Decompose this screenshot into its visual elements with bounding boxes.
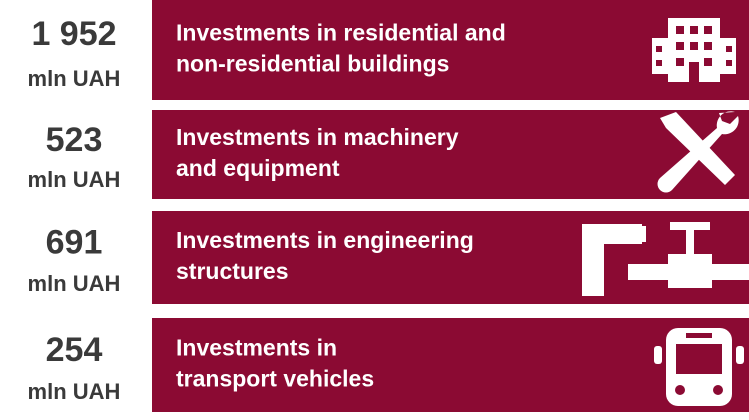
item-label: Investments in engineering bbox=[176, 227, 474, 253]
item-label: and equipment bbox=[176, 155, 340, 181]
item-label: structures bbox=[176, 258, 288, 284]
bus-icon bbox=[654, 328, 744, 406]
icons bbox=[582, 18, 749, 406]
unit: mln UAH bbox=[28, 66, 121, 91]
item-label: Investments in bbox=[176, 335, 337, 361]
building-icon bbox=[652, 18, 736, 82]
unit: mln UAH bbox=[28, 167, 121, 192]
item-band bbox=[152, 0, 749, 100]
item-band bbox=[152, 110, 749, 199]
amount: 691 bbox=[46, 223, 103, 261]
amount: 1 952 bbox=[31, 15, 116, 53]
tools-icon bbox=[657, 111, 739, 193]
item-band bbox=[152, 318, 749, 412]
item-band bbox=[152, 211, 749, 304]
amount: 523 bbox=[46, 121, 103, 159]
pipe-icon bbox=[582, 222, 749, 296]
item-label: Investments in machinery bbox=[176, 124, 459, 150]
unit: mln UAH bbox=[28, 271, 121, 296]
unit: mln UAH bbox=[28, 379, 121, 404]
item-label: transport vehicles bbox=[176, 366, 374, 392]
amount: 254 bbox=[46, 331, 103, 369]
item-label: non-residential buildings bbox=[176, 51, 449, 77]
item-label: Investments in residential and bbox=[176, 20, 506, 46]
